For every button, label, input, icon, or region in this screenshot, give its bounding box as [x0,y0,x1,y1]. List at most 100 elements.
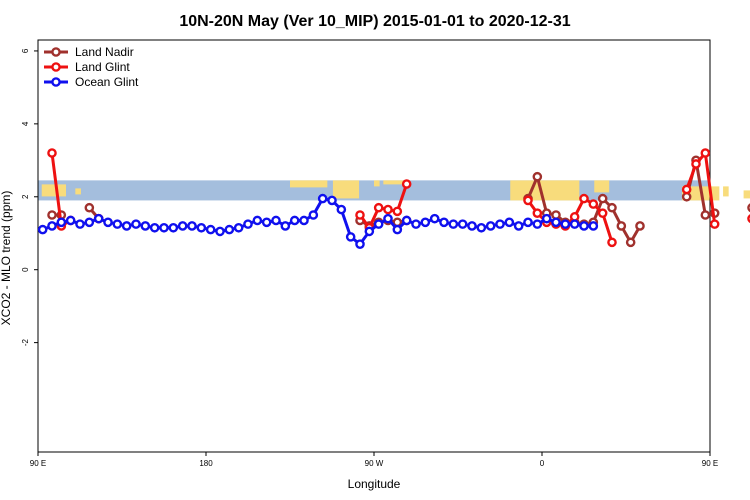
data-point [84,202,95,213]
land-patch [723,186,729,197]
data-point [196,222,207,233]
data-point [681,184,692,195]
legend-label: Land Glint [75,60,130,74]
data-point [103,217,113,228]
data-point [84,217,95,228]
data-point [607,202,617,213]
data-point [177,221,188,231]
data-point [532,219,543,229]
data-point [252,215,263,226]
data-point [215,226,225,237]
data-point [523,217,533,228]
data-point [280,221,291,231]
data-point [187,221,197,231]
land-patch [374,180,380,187]
x-axis: 90 E 180 90 W 0 90 E [30,452,718,468]
land-patch [290,180,328,188]
data-point [168,222,179,233]
data-point [691,159,701,169]
data-point [709,219,720,229]
chart-title: 10N-20N May (Ver 10_MIP) 2015-01-01 to 2… [179,13,570,30]
data-point [289,215,300,226]
data-point [383,204,393,215]
data-point [121,221,132,231]
data-point [140,221,151,231]
series-layer [37,148,750,249]
y-tick-label: 0 [21,267,30,272]
legend-marker [51,77,61,87]
data-point [523,195,533,206]
data-point [401,179,412,189]
data-point [37,224,48,235]
data-point [560,219,571,229]
data-point [355,239,365,249]
data-point [271,215,281,226]
data-point [420,217,431,228]
data-point [411,219,421,229]
data-point [308,210,319,220]
data-point [392,224,403,235]
land-patch [594,180,610,193]
land-patch [41,184,66,197]
data-point [448,219,459,229]
x-axis-label: Longitude [348,477,401,491]
data-point [597,193,608,204]
data-point [616,221,627,231]
data-point [467,221,477,231]
data-point [532,171,543,182]
data-point [579,221,589,231]
land-patch [383,180,408,185]
data-point [345,232,356,242]
land-patch [510,180,580,201]
data-point [700,210,711,220]
series-ocean-glint [37,193,599,249]
data-point [513,221,524,231]
y-tick-label: 2 [21,194,30,199]
data-point [541,213,552,224]
data-point [224,224,235,235]
y-axis: -2 0 2 4 6 [21,48,38,346]
x-tick-label: 90 E [702,459,718,468]
land-patch [75,188,81,195]
data-point [439,217,449,228]
data-point [700,148,711,158]
data-point [299,215,309,226]
data-point [485,221,496,231]
data-point [355,210,365,220]
data-point [429,213,440,224]
data-point [569,219,580,229]
data-point [56,217,67,228]
data-point [47,221,57,231]
data-point [336,204,347,215]
data-point [588,221,599,231]
data-point [635,221,645,231]
y-tick-label: 4 [21,121,30,126]
data-point [625,237,636,248]
x-tick-label: 180 [199,459,213,468]
data-point [112,219,123,229]
data-point [392,206,403,217]
data-point [47,148,57,158]
legend-label: Land Nadir [75,45,134,59]
land-ocean-band [38,180,750,201]
data-point [532,208,543,218]
data-point [607,237,617,248]
data-point [476,222,487,233]
data-point [457,219,468,229]
legend-marker [51,62,61,72]
data-point [495,219,505,229]
land-patch [743,190,750,199]
legend-marker [51,47,61,57]
data-point [401,215,412,226]
data-point [579,193,589,204]
data-point [373,219,384,229]
data-point [588,199,599,209]
data-point [373,202,384,213]
series-line [685,149,717,225]
data-point [597,208,608,218]
data-point [383,213,393,224]
data-point [93,213,104,224]
data-point [504,217,515,228]
